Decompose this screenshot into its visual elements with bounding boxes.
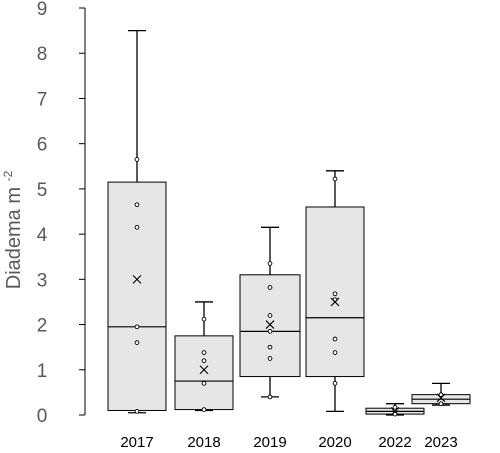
- box-2023: [411, 382, 471, 407]
- data-point: [332, 350, 338, 355]
- box-2022: [365, 403, 425, 417]
- x-tick-label: 2022: [378, 434, 411, 451]
- y-tick-label: 3: [37, 270, 48, 291]
- data-point: [267, 356, 273, 361]
- data-point: [438, 401, 444, 407]
- y-tick-label: 2: [37, 316, 48, 337]
- mean-marker-stroke: [436, 393, 446, 403]
- y-tick-label: 9: [37, 0, 48, 20]
- mean-marker: [436, 393, 446, 403]
- y-tick-label: 6: [37, 135, 48, 156]
- box-2017: [107, 29, 167, 414]
- y-axis-title: Diadema m -2: [1, 170, 25, 289]
- x-tick-label: 2020: [318, 434, 351, 451]
- box-2020: [305, 170, 365, 413]
- data-point: [267, 328, 273, 334]
- y-tick-label: 8: [37, 44, 48, 65]
- data-point: [267, 344, 273, 350]
- data-point: [134, 224, 140, 230]
- box-iqr: [174, 335, 234, 411]
- y-tick-label: 5: [37, 180, 48, 201]
- box-iqr: [239, 274, 301, 378]
- mean-marker-stroke: [330, 297, 340, 307]
- x-tick-label: 2017: [120, 434, 153, 451]
- box-2018: [174, 301, 234, 412]
- data-point: [134, 340, 140, 345]
- x-tick-label: 2018: [187, 434, 220, 451]
- data-point: [201, 316, 207, 322]
- x-axis-labels: 2017 2018 2019 2020 2022 2023: [120, 434, 457, 451]
- data-point: [332, 291, 338, 297]
- y-tick-label: 7: [37, 89, 48, 110]
- mean-marker-stroke: [132, 274, 142, 284]
- y-tick-label: 4: [37, 225, 48, 246]
- mean-marker-stroke: [265, 320, 275, 329]
- data-point: [332, 336, 338, 342]
- mean-marker: [199, 365, 209, 375]
- box-2019: [239, 226, 301, 400]
- mean-marker: [390, 406, 400, 416]
- data-point: [134, 409, 140, 414]
- data-point: [267, 261, 273, 266]
- boxes: [107, 29, 471, 417]
- mean-marker-stroke: [199, 365, 209, 375]
- data-point: [332, 176, 338, 182]
- y-tick-label: 0: [37, 406, 48, 427]
- box-iqr: [107, 181, 167, 411]
- y-axis-title-superscript: -2: [1, 170, 15, 181]
- svg-text:Diadema m -2: Diadema m -2: [1, 170, 25, 289]
- y-tick-label: 1: [37, 361, 48, 382]
- y-ticks: 0 1 2 3 4 5 6 7 8 9: [37, 0, 85, 427]
- data-point: [267, 313, 273, 318]
- data-point: [134, 202, 140, 208]
- data-point: [267, 394, 273, 400]
- y-axis-title-text: Diadema m: [3, 187, 25, 289]
- mean-marker: [265, 320, 275, 329]
- x-tick-label: 2023: [424, 434, 457, 451]
- data-point: [201, 407, 207, 412]
- data-point: [201, 350, 207, 355]
- mean-marker-stroke: [390, 406, 400, 416]
- x-tick-label: 2019: [253, 434, 286, 451]
- mean-marker: [132, 274, 142, 284]
- mean-marker: [330, 297, 340, 307]
- data-point: [438, 392, 444, 397]
- data-point: [332, 380, 338, 386]
- data-point: [392, 404, 398, 410]
- data-point: [134, 324, 140, 330]
- data-point: [201, 358, 207, 364]
- data-point: [134, 157, 140, 162]
- data-point: [267, 285, 273, 290]
- data-point: [201, 380, 207, 386]
